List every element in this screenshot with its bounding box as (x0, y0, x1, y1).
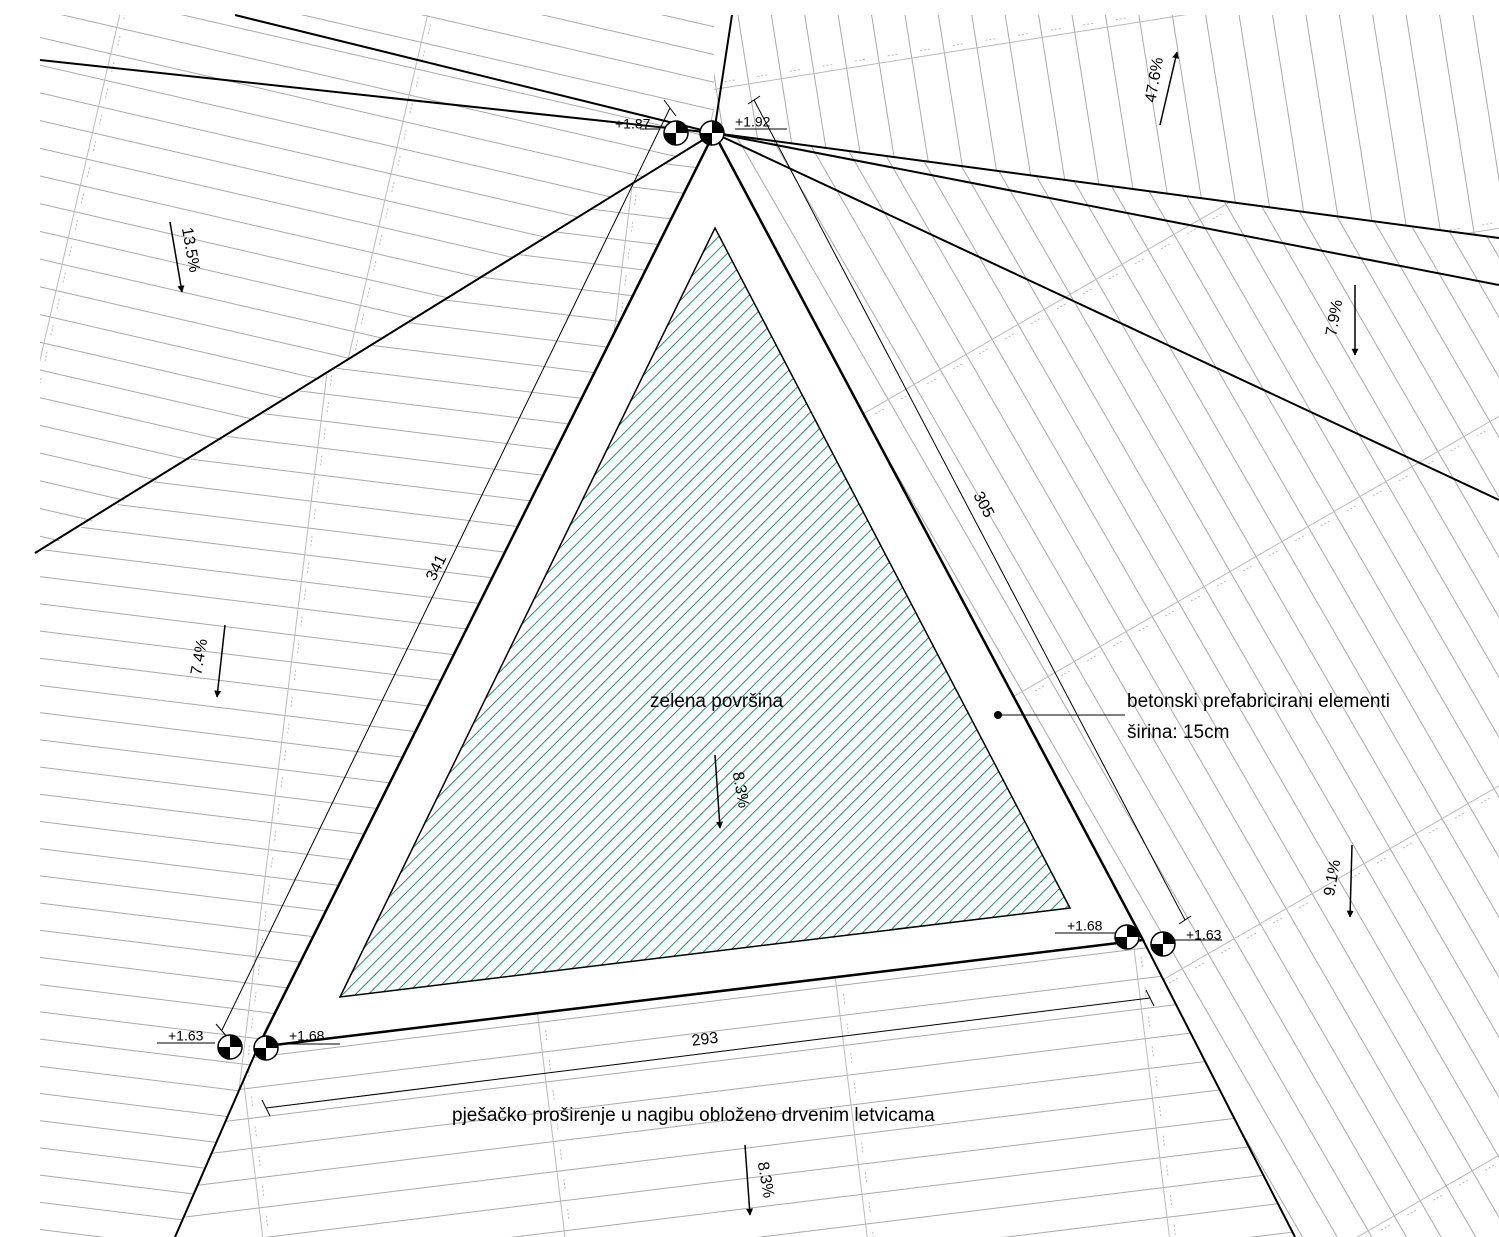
label: zelena površina (650, 691, 784, 712)
elevation-marker-fill (1115, 925, 1139, 949)
slope-arrow (169, 221, 185, 293)
slope-label: 7.4% (188, 638, 211, 677)
label: betonski prefabricirani elementi (1127, 691, 1390, 712)
label: pješačko proširenje u nagibu obloženo dr… (452, 1105, 935, 1126)
elevation-label: +1.63 (168, 1028, 204, 1044)
dimension-label: 293 (691, 1030, 720, 1050)
slope-label: 7.9% (1323, 299, 1346, 338)
elevation-label: +1.92 (735, 114, 771, 130)
green-area (338, 226, 1072, 998)
dimension-lines (215, 95, 1192, 1117)
slope-arrow (1159, 51, 1179, 126)
label: širina: 15cm (1127, 722, 1229, 743)
elevation-marker-fill (664, 121, 688, 145)
elevation-label: +1.87 (615, 116, 651, 132)
slope-label: 8.3% (754, 1161, 777, 1200)
elevation-label: +1.63 (1186, 927, 1222, 943)
elevation-label: +1.68 (1067, 918, 1103, 934)
slope-arrow (1346, 844, 1354, 918)
elevation-marker-fill (254, 1036, 278, 1060)
elevation-marker-fill (1151, 932, 1175, 956)
slope-arrow (214, 624, 226, 698)
elevation-label: +1.68 (289, 1028, 325, 1044)
slope-arrow (714, 754, 724, 829)
edges (34, 14, 1499, 1237)
slope-label: 9.1% (1321, 859, 1344, 898)
elevation-marker-fill (700, 121, 724, 145)
slope-label: 8.3% (729, 771, 752, 810)
slope-arrow (744, 1144, 754, 1216)
elevation-marker-fill (218, 1035, 242, 1059)
leader-dot (994, 711, 1002, 719)
